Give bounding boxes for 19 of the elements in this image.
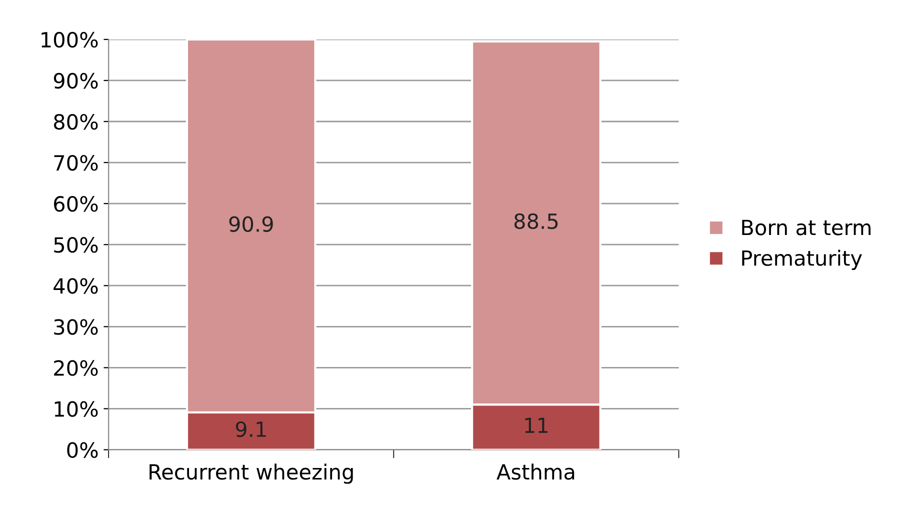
legend-label: Prematurity bbox=[742, 250, 862, 270]
y-tick-label: 100% bbox=[42, 32, 98, 48]
y-tick-label: 30% bbox=[54, 319, 98, 335]
data-label: 90.9 bbox=[229, 216, 273, 232]
legend-label: Born at term bbox=[742, 220, 870, 236]
y-tick-label: 80% bbox=[54, 114, 98, 130]
y-tick-label: 50% bbox=[54, 237, 98, 253]
y-tick-label: 60% bbox=[54, 196, 98, 212]
y-tick-label: 20% bbox=[54, 360, 98, 376]
x-tick-label: Recurrent wheezing bbox=[150, 464, 353, 484]
y-tick-label: 90% bbox=[54, 72, 98, 89]
data-label: 11 bbox=[525, 418, 548, 433]
y-tick-label: 40% bbox=[54, 278, 98, 294]
y-tick-label: 0% bbox=[67, 442, 98, 458]
data-label: 9.1 bbox=[236, 421, 266, 438]
y-tick-label: 10% bbox=[54, 401, 98, 417]
data-label: 88.5 bbox=[514, 213, 558, 230]
x-tick-label: Asthma bbox=[496, 464, 574, 480]
y-tick-label: 70% bbox=[54, 154, 98, 171]
